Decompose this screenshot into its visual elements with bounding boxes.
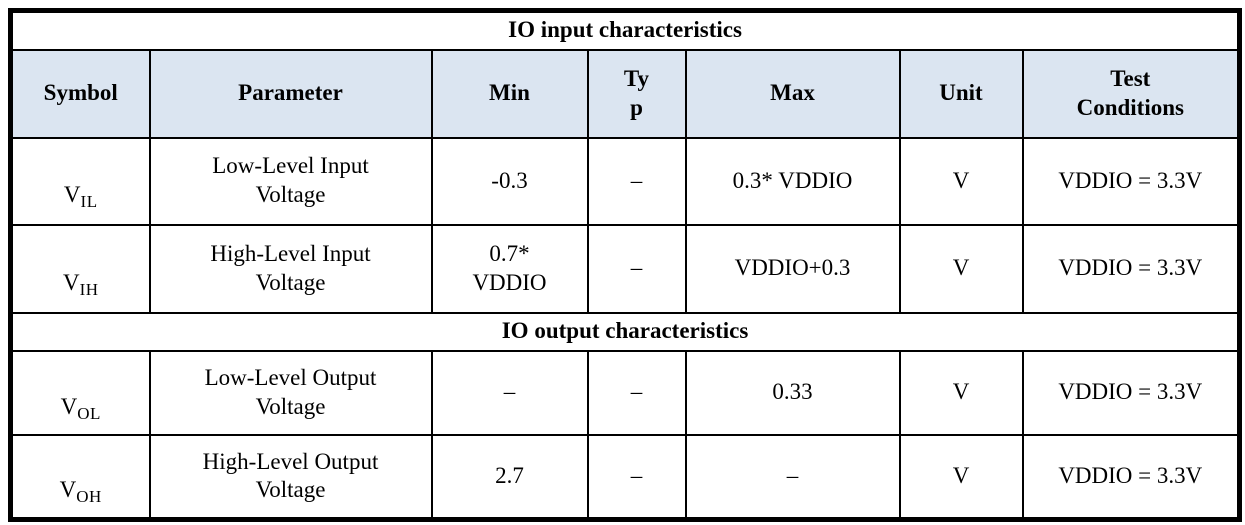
unit-cell: V (898, 136, 1024, 226)
test-conditions-cell: VDDIO = 3.3V (1021, 223, 1241, 314)
column-header-test-conditions: Test Conditions (1021, 48, 1241, 139)
symbol-subscript: IL (80, 192, 98, 211)
symbol-subscript: OH (76, 487, 102, 507)
symbol-base: V (63, 182, 81, 207)
column-header-parameter: Parameter (148, 48, 433, 139)
symbol-base: V (62, 269, 80, 295)
symbol-vih: VIH (9, 223, 151, 314)
unit-cell: V (898, 349, 1024, 436)
min-cell: -0.3 (430, 136, 589, 226)
column-header-unit: Unit (898, 48, 1024, 139)
symbol-voh: VOH (9, 433, 151, 521)
min-cell: 2.7 (430, 433, 589, 521)
test-conditions-cell: VDDIO = 3.3V (1021, 136, 1241, 226)
typ-cell: – (586, 433, 687, 521)
column-header-max: Max (684, 48, 901, 139)
symbol-base: V (60, 393, 78, 419)
parameter-cell: High-Level Output Voltage (148, 433, 433, 521)
input-section-title: IO input characteristics (9, 9, 1241, 51)
unit-cell: V (898, 433, 1024, 521)
io-characteristics-table: IO input characteristics Symbol Paramete… (8, 8, 1243, 522)
symbol-subscript: IH (79, 279, 99, 299)
table-row: IO output characteristics (9, 311, 1241, 352)
test-conditions-cell: VDDIO = 3.3V (1021, 433, 1241, 521)
output-section-title: IO output characteristics (9, 311, 1241, 352)
column-header-symbol: Symbol (9, 48, 151, 139)
table-header-row: Symbol Parameter Min Ty p Max Unit Test … (9, 48, 1241, 139)
typ-cell: – (586, 349, 687, 436)
min-cell: 0.7* VDDIO (430, 223, 589, 314)
min-cell: – (430, 349, 589, 436)
table-row: IO input characteristics (9, 9, 1241, 51)
symbol-vil: VIL (9, 136, 151, 226)
table-row: VIL Low-Level Input Voltage -0.3 – 0.3* … (9, 136, 1241, 226)
column-header-typ: Ty p (586, 48, 687, 139)
parameter-cell: High-Level Input Voltage (148, 223, 433, 314)
max-cell: 0.33 (684, 349, 901, 436)
max-cell: 0.3* VDDIO (684, 136, 901, 226)
table-row: VOL Low-Level Output Voltage – – 0.33 V … (9, 349, 1241, 436)
typ-cell: – (586, 223, 687, 314)
parameter-cell: Low-Level Input Voltage (148, 136, 433, 226)
column-header-min: Min (430, 48, 589, 139)
max-cell: VDDIO+0.3 (684, 223, 901, 314)
max-cell: – (684, 433, 901, 521)
symbol-subscript: OL (77, 403, 101, 423)
table-row: VOH High-Level Output Voltage 2.7 – – V … (9, 433, 1241, 521)
table-row: VIH High-Level Input Voltage 0.7* VDDIO … (9, 223, 1241, 314)
typ-cell: – (586, 136, 687, 226)
symbol-vol: VOL (9, 349, 151, 436)
test-conditions-cell: VDDIO = 3.3V (1021, 349, 1241, 436)
symbol-base: V (59, 477, 77, 503)
unit-cell: V (898, 223, 1024, 314)
parameter-cell: Low-Level Output Voltage (148, 349, 433, 436)
